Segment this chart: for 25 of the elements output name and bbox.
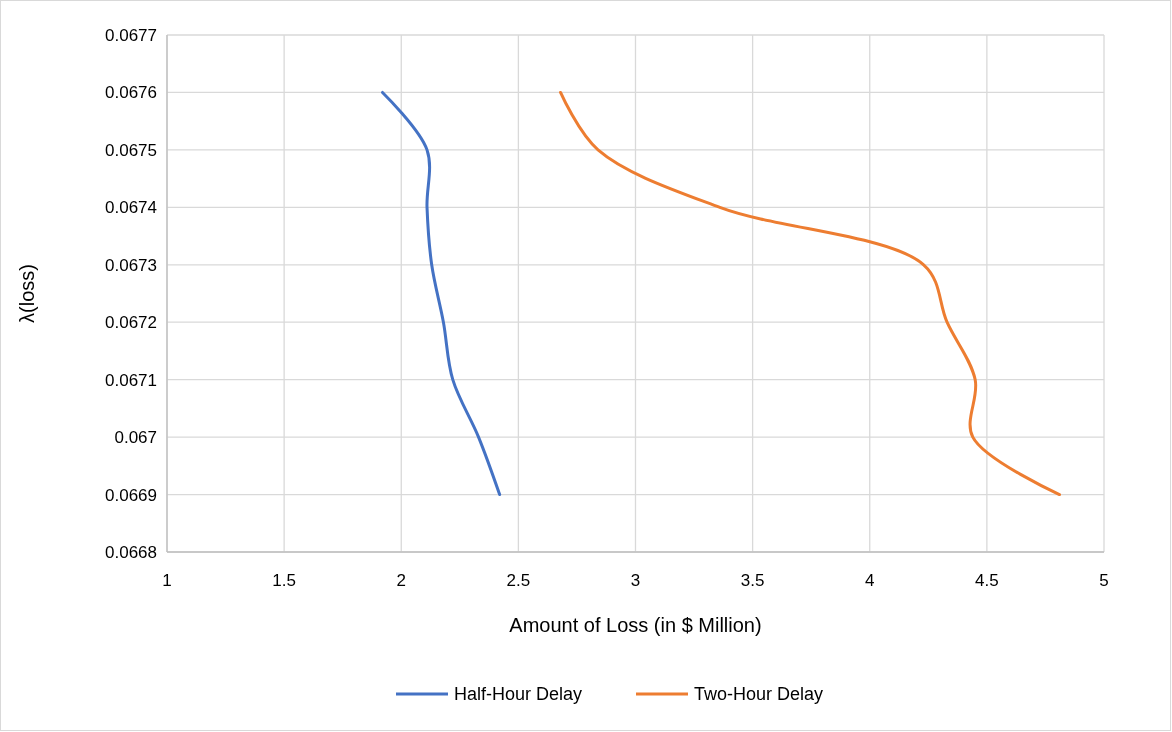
y-tick-label: 0.0672 bbox=[105, 313, 157, 333]
legend-label: Two-Hour Delay bbox=[694, 684, 824, 705]
x-tick-label: 1.5 bbox=[272, 571, 296, 590]
legend-label: Half-Hour Delay bbox=[454, 684, 583, 705]
x-tick-label: 3.5 bbox=[740, 571, 765, 590]
x-axis-title: Amount of Loss (in $ Million) bbox=[509, 614, 762, 636]
x-tick-label: 1 bbox=[162, 571, 172, 590]
y-tick-label: 0.067 bbox=[114, 428, 157, 448]
y-tick-label: 0.0674 bbox=[105, 198, 157, 218]
x-tick-label: 5 bbox=[1099, 571, 1109, 590]
line-series bbox=[381, 90, 502, 497]
y-tick-label: 0.0668 bbox=[105, 542, 157, 562]
y-tick-label: 0.0673 bbox=[105, 255, 157, 275]
x-tick-label: 4 bbox=[865, 571, 875, 590]
y-tick-label: 0.0669 bbox=[105, 485, 157, 505]
line-series bbox=[559, 90, 1061, 497]
x-tick-label: 4.5 bbox=[975, 571, 999, 590]
x-tick-label: 3 bbox=[630, 571, 641, 590]
x-tick-label: 2 bbox=[396, 571, 406, 590]
y-tick-label: 0.0676 bbox=[105, 83, 157, 103]
y-tick-label: 0.0671 bbox=[105, 370, 157, 390]
y-tick-label: 0.0677 bbox=[105, 25, 157, 45]
y-axis-title: λ(loss) bbox=[16, 264, 38, 323]
y-tick-label: 0.0675 bbox=[105, 140, 157, 160]
x-tick-label: 2.5 bbox=[506, 571, 531, 590]
